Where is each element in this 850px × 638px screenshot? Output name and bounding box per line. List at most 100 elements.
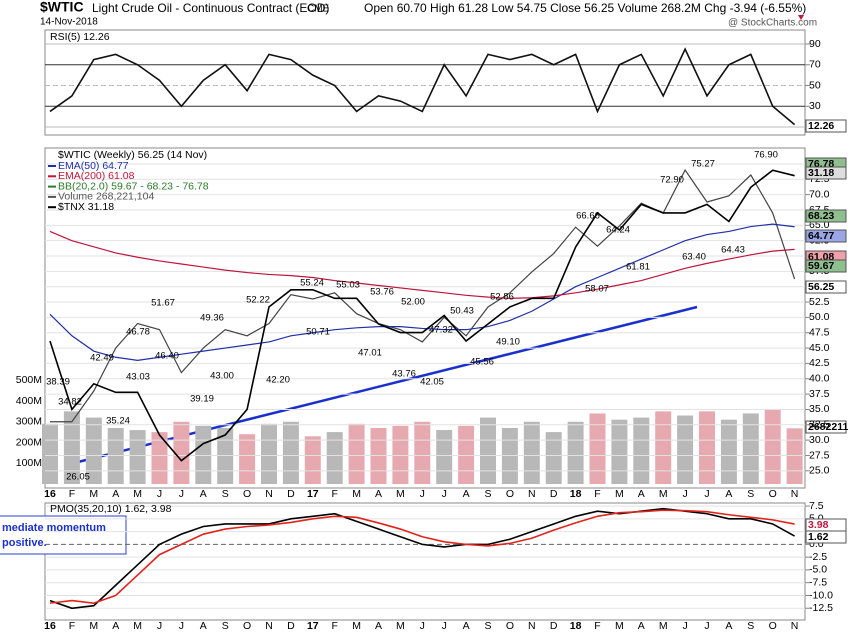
annotation: 47.01 [358, 348, 382, 359]
value-box-label: 1.62 [808, 531, 829, 543]
y-tick-label: 47.5 [809, 327, 830, 339]
x-tick-label: O [769, 488, 777, 500]
y-tick-label: 30.0 [809, 434, 830, 446]
y-tick-label: 37.5 [809, 388, 830, 400]
volume-bar [742, 413, 759, 484]
x-tick-label: A [638, 620, 645, 632]
annotation: 52.22 [246, 295, 270, 306]
y-tick-label: 300M [16, 416, 42, 428]
x-tick-label: F [594, 488, 600, 500]
volume-bar [42, 423, 58, 484]
y-tick-label: 50.0 [809, 311, 830, 323]
value-box-label: 3.98 [808, 519, 829, 531]
annotation: 58.07 [585, 284, 609, 295]
y-tick-label: 40.0 [809, 373, 830, 385]
x-tick-label: S [484, 488, 491, 500]
legend-entry: EMA(50) 64.77 [58, 160, 129, 172]
x-tick-label: A [638, 488, 645, 500]
annotation: 35.24 [106, 416, 130, 427]
volume-bar [261, 423, 277, 484]
price-frame [44, 147, 806, 489]
annotation: 63.40 [682, 252, 706, 263]
value-box [805, 530, 847, 544]
annotation: 49.36 [200, 313, 224, 324]
x-tick-label: N [528, 488, 536, 500]
x-tick-label: M [89, 488, 98, 500]
series-line [49, 507, 795, 610]
x-tick-label: M [352, 488, 361, 500]
annotation: 42.49 [90, 353, 114, 364]
value-box-label: 59.67 [808, 260, 834, 272]
x-tick-label: A [463, 488, 470, 500]
y-tick-label: 32.5 [809, 419, 830, 431]
x-tick-label: J [682, 488, 687, 500]
x-tick-label: A [725, 488, 732, 500]
annotation: 64.24 [606, 225, 630, 236]
y-tick-label: -2.5 [809, 551, 827, 563]
x-tick-label: O [506, 620, 514, 632]
volume-bar [677, 415, 694, 484]
panel-title: PMO(35,20,10) 1.62, 3.98 [50, 503, 172, 515]
x-tick-label: M [352, 620, 361, 632]
value-box [805, 420, 847, 434]
x-tick-label: A [463, 620, 470, 632]
annotation: 46.78 [126, 327, 150, 338]
volume-bar [217, 427, 234, 484]
credit: @ StockCharts.com [728, 18, 817, 29]
annotation: 66.66 [576, 211, 600, 222]
y-tick-label: 400M [16, 395, 42, 407]
y-tick-label: -12.5 [809, 602, 833, 614]
x-tick-label: M [659, 620, 668, 632]
x-tick-label: M [615, 488, 624, 500]
x-tick-label: S [747, 620, 754, 632]
x-tick-label: J [442, 488, 447, 500]
value-box [805, 280, 847, 294]
x-tick-label: S [222, 620, 229, 632]
value-box-label: 31.18 [808, 167, 834, 179]
value-box [805, 209, 847, 223]
x-tick-label: M [396, 488, 405, 500]
volume-bar [348, 423, 365, 484]
x-tick-label: A [375, 488, 382, 500]
x-tick-label: F [331, 620, 337, 632]
x-tick-label: A [375, 620, 382, 632]
y-tick-label: 500M [16, 374, 42, 386]
x-tick-label: D [287, 620, 295, 632]
x-tick-label: S [484, 620, 491, 632]
legend-entry: Volume 268,221,104 [58, 191, 154, 203]
y-tick-label: -7.5 [809, 576, 827, 588]
y-tick-label: -10.0 [809, 589, 833, 601]
volume-bar [458, 425, 475, 484]
annotation: 72.90 [660, 175, 684, 186]
annotation: 43.76 [392, 369, 416, 380]
value-box [805, 229, 847, 243]
panel-title: RSI(5) 12.26 [50, 31, 110, 43]
annotation: 75.27 [691, 159, 715, 170]
x-tick-label: N [265, 620, 273, 632]
annotation: 43.00 [210, 371, 234, 382]
x-tick-label: F [69, 620, 75, 632]
annotation: 76.90 [754, 150, 778, 161]
note-box [0, 515, 127, 555]
annotation: 50.43 [450, 306, 474, 317]
x-tick-label: D [287, 488, 295, 500]
x-tick-label: F [594, 620, 600, 632]
x-tick-label: J [157, 620, 162, 632]
x-tick-label: M [615, 620, 624, 632]
series-line [49, 47, 796, 126]
volume-bar [655, 411, 672, 484]
x-tick-label: A [200, 488, 207, 500]
annotation: 26.05 [66, 472, 90, 483]
legend-title: $WTIC (Weekly) 56.25 (14 Nov) [58, 149, 207, 161]
y-tick-label: 42.5 [809, 357, 830, 369]
x-tick-label: N [791, 620, 799, 632]
x-tick-label: M [89, 620, 98, 632]
volume-bar [239, 434, 256, 484]
annotation: 53.76 [370, 287, 394, 298]
x-tick-label: N [528, 620, 536, 632]
x-tick-label: J [442, 620, 447, 632]
annotation: 55.03 [336, 280, 360, 291]
y-tick-label: 45.0 [809, 342, 830, 354]
annotation: 49.10 [496, 337, 520, 348]
series-line [49, 230, 795, 299]
